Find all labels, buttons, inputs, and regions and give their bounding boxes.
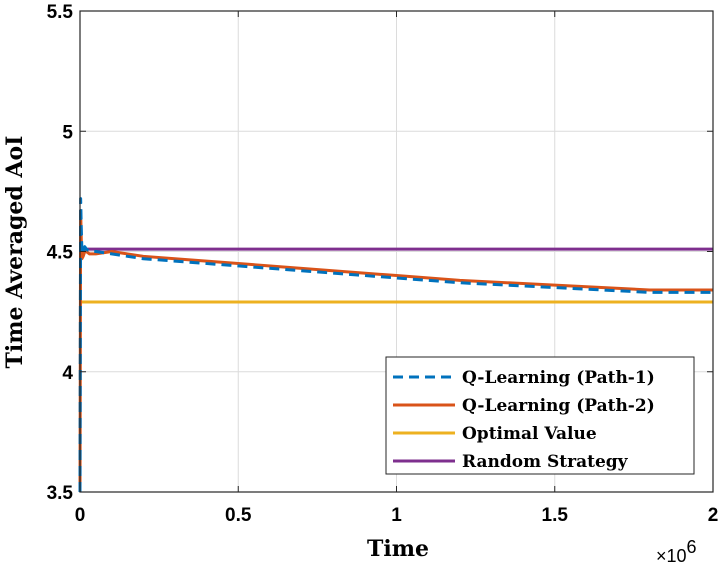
y-tick-label: 3.5: [47, 483, 74, 504]
x-tick-label: 0.5: [225, 505, 252, 526]
legend-label: Random Strategy: [462, 452, 629, 472]
legend-box: [385, 356, 695, 475]
legend-label: Q-Learning (Path-1): [462, 368, 655, 388]
y-tick-label: 4.5: [47, 243, 74, 264]
y-tick-label: 5: [62, 122, 73, 143]
x-exponent: ×106: [656, 537, 697, 566]
legend-label: Optimal Value: [462, 424, 597, 444]
y-tick-label: 5.5: [47, 2, 74, 23]
x-tick-label: 0: [75, 505, 86, 526]
x-tick-label: 2: [708, 505, 719, 526]
y-axis-label: Time Averaged AoI: [2, 136, 28, 369]
x-exponent-base: ×10: [656, 546, 687, 566]
legend: Q-Learning (Path-1) Q-Learning (Path-2) Op…: [385, 356, 695, 475]
x-axis-label: Time: [367, 536, 429, 562]
x-tick-label: 1.5: [542, 505, 569, 526]
x-tick-label: 1: [391, 505, 402, 526]
y-tick-label: 4: [62, 363, 73, 384]
axis-ticks: 0 0.5 1 1.5 2 3.5 4 4.5 5 5.5: [47, 2, 719, 526]
x-exponent-power: 6: [687, 537, 697, 557]
legend-label: Q-Learning (Path-2): [462, 396, 655, 416]
